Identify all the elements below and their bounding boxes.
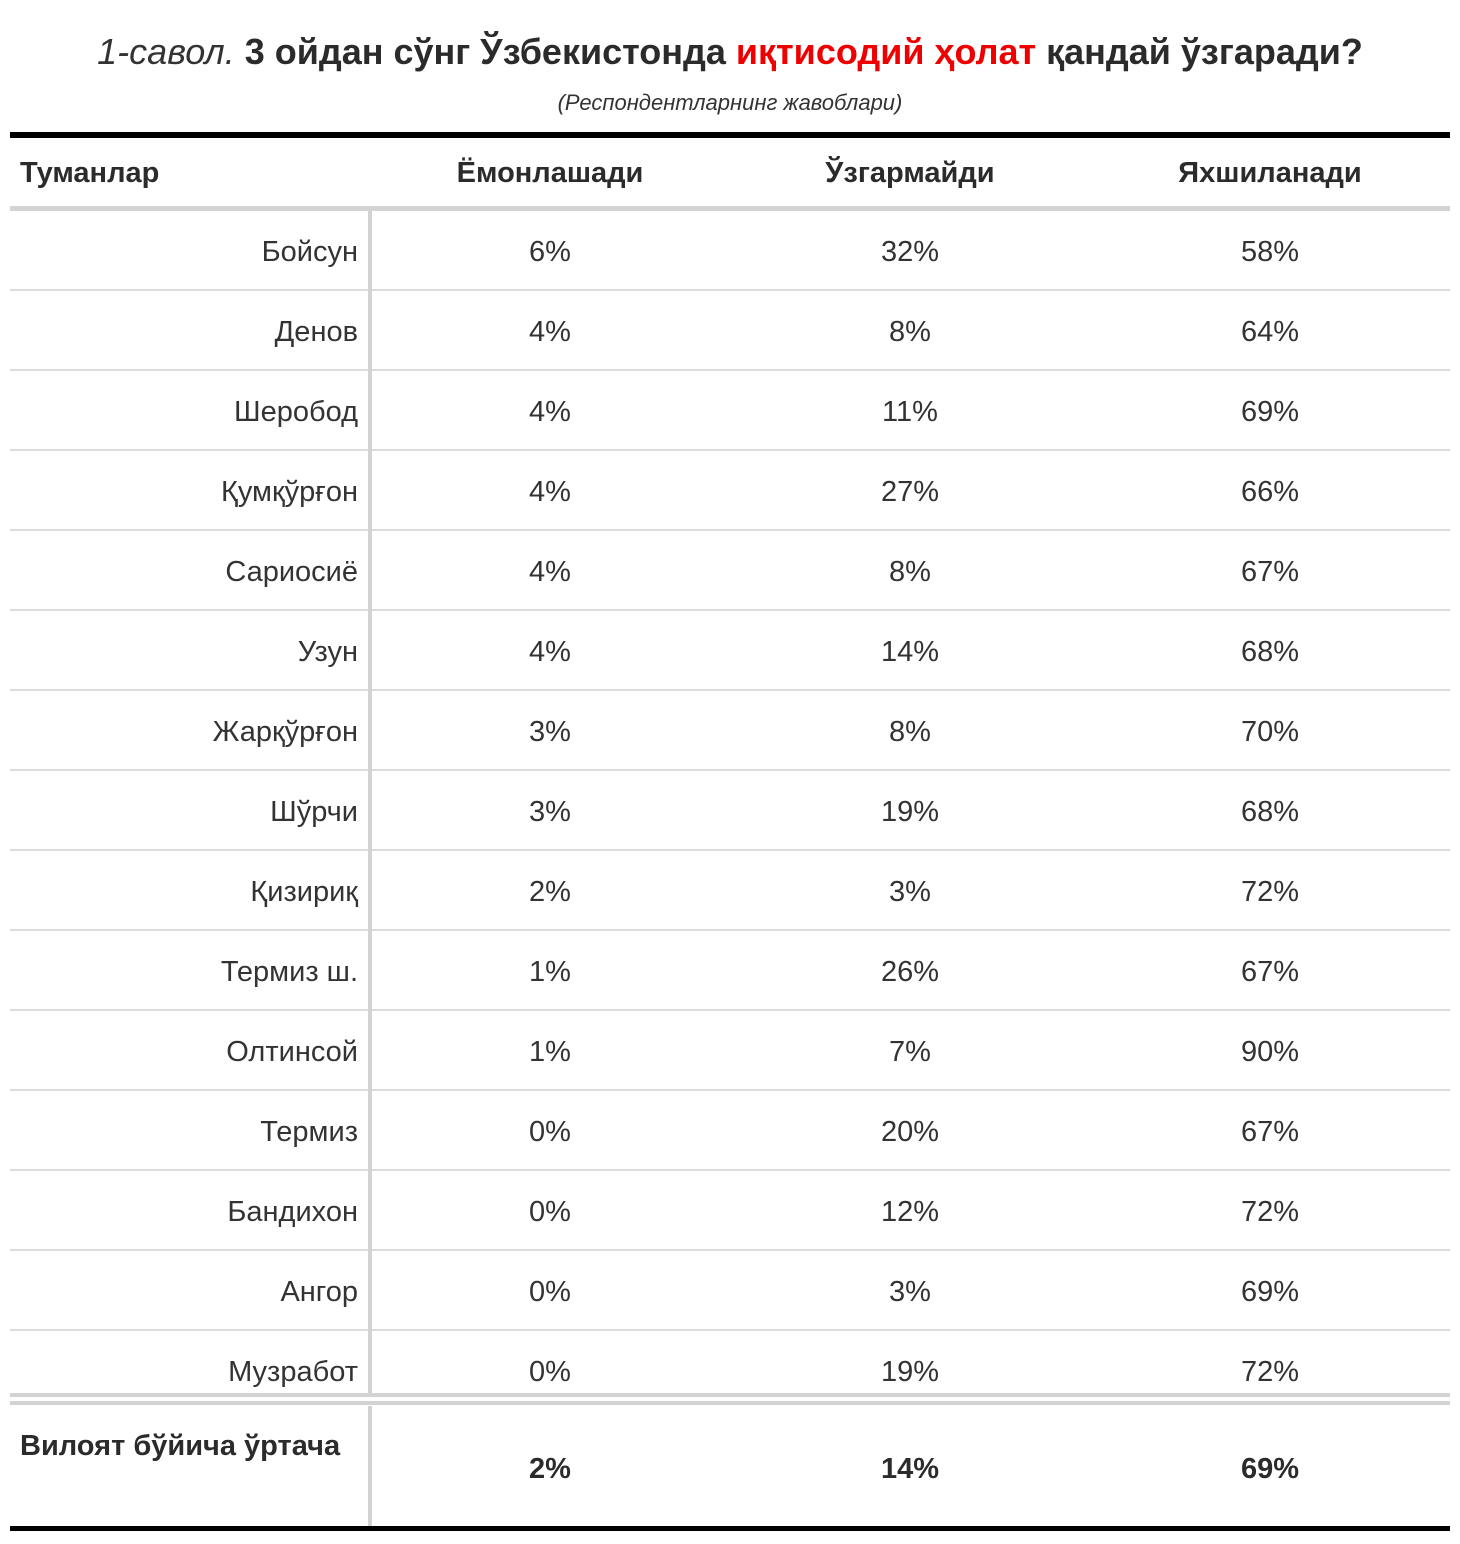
cell-same: 32% [880, 236, 940, 268]
cell-same: 27% [880, 476, 940, 508]
cell-same: 11% [882, 396, 938, 428]
table-top-rule [10, 132, 1450, 138]
table-row: Музработ 0% 19% 72% [10, 1331, 1450, 1409]
column-header-better: Яхшиланади [1178, 157, 1362, 189]
page-title: 1-савол. 3 ойдан сўнг Ўзбекистонда иқтис… [0, 28, 1460, 76]
cell-better: 72% [1240, 876, 1300, 908]
cell-better: 72% [1240, 1356, 1300, 1388]
table-row: Термиз ш. 1% 26% 67% [10, 931, 1450, 1011]
cell-worse: 4% [529, 396, 571, 428]
cell-same: 14% [880, 636, 940, 668]
table-row: Жарқўрғон 3% 8% 70% [10, 691, 1450, 771]
district-name: Ангор [280, 1276, 358, 1308]
title-highlight: иқтисодий ҳолат [735, 31, 1037, 72]
cell-worse: 4% [529, 476, 571, 508]
district-name: Бандихон [227, 1196, 358, 1228]
district-name: Узун [297, 636, 358, 668]
table-row: Шеробод 4% 11% 69% [10, 371, 1450, 451]
table-row: Узун 4% 14% 68% [10, 611, 1450, 691]
cell-same: 3% [889, 876, 931, 908]
cell-same: 8% [889, 716, 931, 748]
cell-same: 8% [889, 316, 931, 348]
footer-column-divider [368, 1406, 372, 1528]
cell-better: 69% [1240, 396, 1300, 428]
cell-worse: 2% [529, 876, 571, 908]
cell-same: 20% [880, 1116, 940, 1148]
table-row: Денов 4% 8% 64% [10, 291, 1450, 371]
cell-worse: 0% [529, 1356, 571, 1388]
table-bottom-rule [10, 1526, 1450, 1531]
cell-better: 67% [1240, 556, 1300, 588]
cell-worse: 1% [529, 956, 571, 988]
table-footer: Вилоят бўйича ўртача 2% 14% 69% [10, 1406, 1450, 1526]
table-row: Шўрчи 3% 19% 68% [10, 771, 1450, 851]
table-row: Қумқўрғон 4% 27% 66% [10, 451, 1450, 531]
title-part2: қандай ўзгаради? [1046, 31, 1363, 72]
district-name: Сариосиё [225, 556, 358, 588]
title-part1: 3 ойдан сўнг Ўзбекистонда [244, 31, 726, 72]
district-name: Музработ [228, 1356, 358, 1388]
table-row: Термиз 0% 20% 67% [10, 1091, 1450, 1171]
column-header-districts: Туманлар [20, 157, 160, 189]
table-header: Туманлар Ёмонлашади Ўзгармайди Яхшиланад… [10, 138, 1450, 206]
cell-better: 70% [1240, 716, 1300, 748]
table-row: Сариосиё 4% 8% 67% [10, 531, 1450, 611]
cell-same: 3% [889, 1276, 931, 1308]
cell-worse: 0% [529, 1116, 571, 1148]
cell-better: 67% [1240, 1116, 1300, 1148]
district-name: Қизириқ [250, 876, 358, 908]
district-name: Шеробод [234, 396, 358, 428]
table-row: Ангор 0% 3% 69% [10, 1251, 1450, 1331]
page-subtitle: (Респондентларнинг жавоблари) [557, 90, 903, 115]
cell-worse: 6% [529, 236, 571, 268]
district-name: Денов [274, 316, 358, 348]
cell-better: 90% [1240, 1036, 1300, 1068]
footer-better: 69% [1240, 1453, 1300, 1485]
cell-worse: 0% [529, 1276, 571, 1308]
cell-worse: 4% [529, 316, 571, 348]
cell-better: 69% [1240, 1276, 1300, 1308]
district-name: Шўрчи [270, 796, 358, 828]
question-number: 1-савол. [97, 31, 235, 72]
column-header-same: Ўзгармайди [825, 157, 995, 189]
footer-worse: 2% [529, 1453, 571, 1485]
cell-better: 72% [1240, 1196, 1300, 1228]
cell-better: 67% [1240, 956, 1300, 988]
cell-better: 68% [1240, 636, 1300, 668]
cell-better: 64% [1240, 316, 1300, 348]
table-row: Олтинсой 1% 7% 90% [10, 1011, 1450, 1091]
cell-same: 8% [889, 556, 931, 588]
district-name: Термиз ш. [220, 956, 358, 988]
table-row: Бойсун 6% 32% 58% [10, 211, 1450, 291]
column-divider [368, 211, 372, 1393]
cell-same: 26% [880, 956, 940, 988]
cell-worse: 0% [529, 1196, 571, 1228]
district-name: Жарқўрғон [212, 716, 358, 748]
cell-same: 19% [880, 1356, 940, 1388]
district-name: Олтинсой [226, 1036, 358, 1068]
footer-rule-upper [10, 1393, 1450, 1397]
cell-worse: 3% [529, 716, 571, 748]
cell-same: 12% [880, 1196, 940, 1228]
footer-rule-lower [10, 1401, 1450, 1405]
district-name: Термиз [260, 1116, 358, 1148]
footer-label: Вилоят бўйича ўртача [20, 1430, 341, 1462]
column-header-worse: Ёмонлашади [456, 157, 644, 189]
cell-same: 19% [880, 796, 940, 828]
cell-worse: 1% [529, 1036, 571, 1068]
table-row: Бандихон 0% 12% 72% [10, 1171, 1450, 1251]
header-rule [10, 206, 1450, 211]
cell-worse: 4% [529, 556, 571, 588]
cell-better: 66% [1240, 476, 1300, 508]
cell-worse: 4% [529, 636, 571, 668]
table-body: Бойсун 6% 32% 58% Денов 4% 8% 64% Шеробод 4% 11% 69… [10, 211, 1450, 1409]
district-name: Бойсун [261, 236, 358, 268]
cell-worse: 3% [529, 796, 571, 828]
footer-same: 14% [880, 1453, 940, 1485]
cell-better: 58% [1240, 236, 1300, 268]
cell-better: 68% [1240, 796, 1300, 828]
district-name: Қумқўрғон [220, 476, 358, 508]
table-row: Қизириқ 2% 3% 72% [10, 851, 1450, 931]
cell-same: 7% [889, 1036, 931, 1068]
